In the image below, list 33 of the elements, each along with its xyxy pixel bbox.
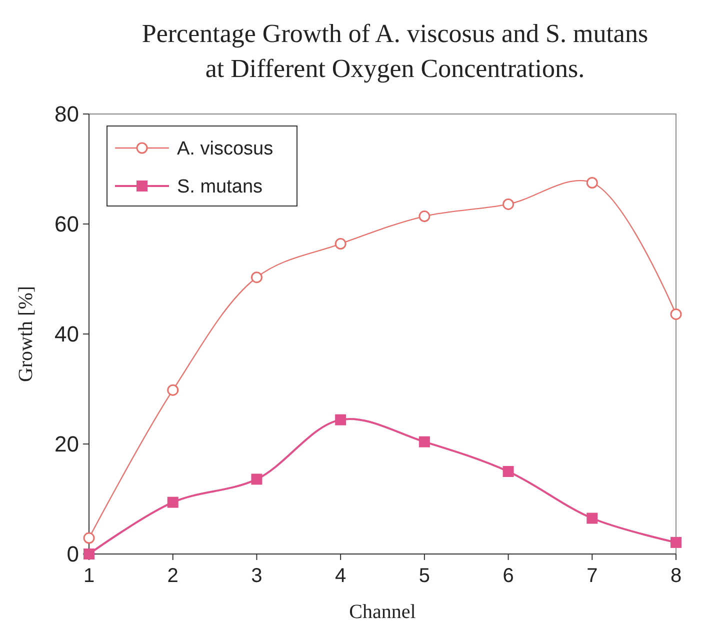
point	[167, 384, 179, 396]
point	[83, 532, 95, 544]
point	[250, 272, 262, 284]
point	[418, 210, 430, 222]
x-tick-label: 2	[167, 565, 178, 587]
point	[335, 414, 346, 426]
y-tick-label: 40	[54, 322, 79, 347]
x-tick-label: 1	[83, 565, 95, 587]
x-tick-label: 3	[251, 565, 262, 587]
x-axis-title: Channel	[349, 601, 416, 623]
point	[586, 177, 598, 188]
chart-title: Percentage Growth of A. viscosus and S. mutans at Different Oxygen Concentrations.	[142, 19, 648, 83]
point	[251, 474, 262, 485]
y-axis-title: Growth [%]	[15, 286, 37, 382]
point	[502, 198, 514, 210]
x-tick-label: 4	[335, 565, 346, 587]
point	[670, 536, 682, 548]
point	[334, 238, 346, 250]
legend-label: S. mutans	[177, 176, 263, 198]
y-tick-label: 20	[54, 432, 79, 457]
point	[586, 512, 598, 524]
point	[167, 496, 178, 508]
x-tick-label: 7	[586, 565, 598, 587]
x-tick-label: 5	[418, 565, 430, 587]
y-tick-label: 0	[66, 542, 79, 567]
point	[502, 466, 514, 477]
point	[670, 308, 682, 320]
x-tick-label: 6	[502, 565, 514, 587]
y-tick-label: 80	[54, 102, 79, 127]
legend-label: A. viscosus	[177, 138, 274, 160]
x-tick-label: 8	[670, 565, 682, 587]
point	[418, 436, 430, 448]
y-tick-label: 60	[54, 212, 79, 237]
